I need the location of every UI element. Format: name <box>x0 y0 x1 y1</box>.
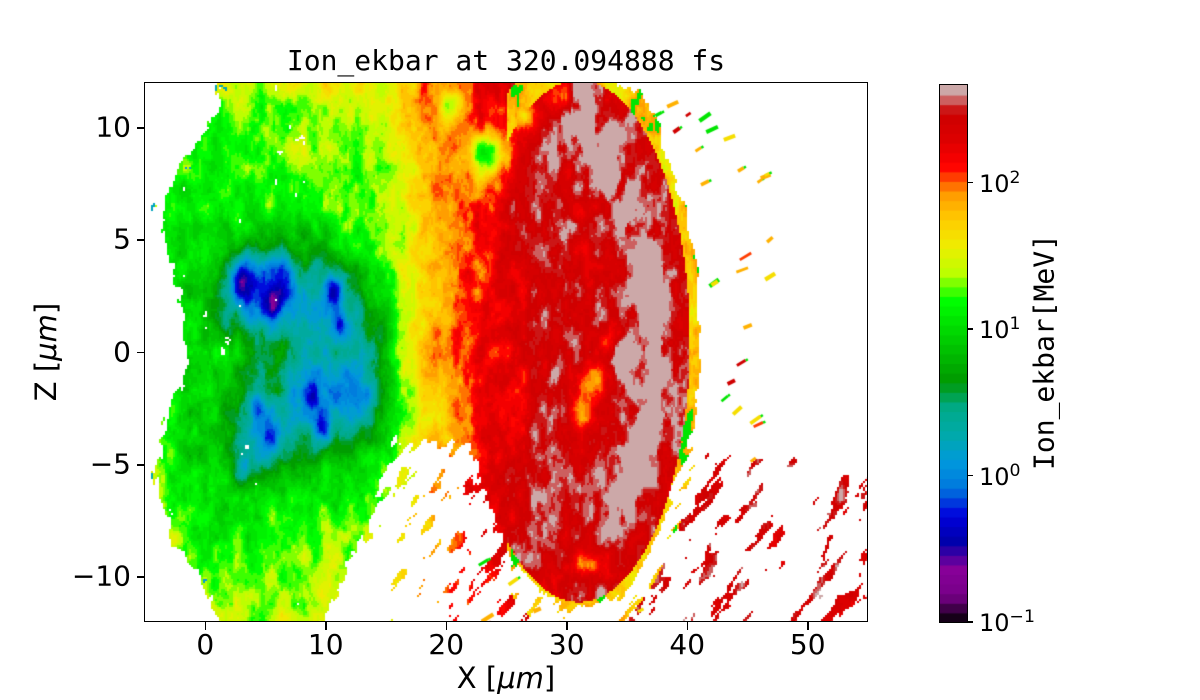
colorbar-tick-mark <box>967 181 973 184</box>
colorbar-label: Ion_ekbar[MeV] <box>1027 233 1061 471</box>
x-tick-mark <box>686 622 688 630</box>
colorbar-tick-label: 100 <box>979 460 1021 491</box>
colorbar <box>940 85 967 622</box>
y-tick-label: 10 <box>95 110 131 144</box>
y-tick-label: 0 <box>113 335 131 369</box>
colorbar-tick-label: 10−1 <box>979 607 1035 637</box>
x-tick-label: 0 <box>196 628 215 661</box>
y-axis-label-mu: μm <box>29 314 63 361</box>
x-tick-mark <box>204 622 206 630</box>
y-tick-mark <box>137 127 145 129</box>
x-tick-label: 50 <box>789 628 826 661</box>
y-axis-label-close: ] <box>29 302 63 315</box>
x-tick-mark <box>445 622 447 630</box>
y-tick-mark <box>137 464 145 466</box>
x-tick-mark <box>566 622 568 630</box>
x-axis-label-mu: μm <box>497 661 544 695</box>
y-tick-label: 5 <box>113 222 131 256</box>
x-axis-label-close: ] <box>543 661 556 695</box>
y-axis-label: Z [μm] <box>29 303 63 401</box>
y-tick-mark <box>137 576 145 578</box>
x-axis-label: X [μm] <box>457 661 555 695</box>
chart-title: Ion_ekbar at 320.094888 fs <box>286 44 726 77</box>
x-axis-label-text: X [ <box>456 661 498 695</box>
x-tick-label: 40 <box>669 628 706 661</box>
y-tick-label: −5 <box>89 447 131 481</box>
colorbar-tick-label: 101 <box>979 314 1021 345</box>
x-tick-mark <box>807 622 809 630</box>
colorbar-tick-label: 102 <box>979 167 1021 198</box>
y-tick-mark <box>137 351 145 354</box>
colorbar-tick-mark <box>967 328 973 330</box>
y-tick-mark <box>137 239 145 241</box>
colorbar-tick-mark <box>967 474 973 477</box>
x-tick-label: 20 <box>428 628 465 661</box>
y-axis-label-text: Z [ <box>29 360 63 402</box>
heatmap-canvas <box>145 83 868 622</box>
y-tick-label: −10 <box>71 559 131 593</box>
x-tick-mark <box>325 622 327 630</box>
colorbar-tick-mark <box>967 621 973 623</box>
x-tick-label: 10 <box>307 628 344 661</box>
x-tick-label: 30 <box>548 628 585 661</box>
